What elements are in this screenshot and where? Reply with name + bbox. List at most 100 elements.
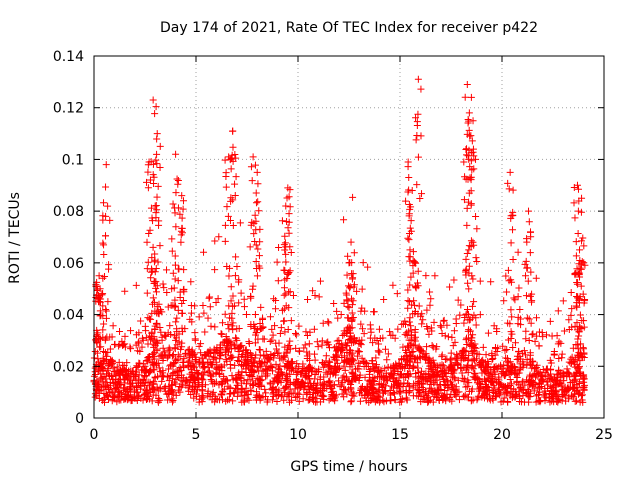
data-point [246,371,254,379]
data-point [463,130,471,138]
data-point [395,374,403,382]
data-point [197,349,205,357]
data-point [405,358,413,366]
data-point [565,325,573,333]
data-point [503,357,511,365]
data-point [394,325,402,333]
data-point [383,356,391,364]
data-point [418,190,426,198]
data-point [174,265,182,273]
data-point [280,352,288,360]
data-point [325,378,333,386]
data-point [444,333,452,341]
data-point [206,293,214,301]
data-point [568,305,576,313]
data-point [472,155,480,163]
data-point [376,373,384,381]
data-point [158,371,166,379]
data-point [309,287,317,295]
data-point [370,308,378,316]
data-point [285,341,293,349]
data-point [172,336,180,344]
data-point [256,346,264,354]
data-point [285,398,293,406]
data-point [255,345,263,353]
data-point [345,336,353,344]
data-point [510,294,518,302]
data-point [468,363,476,371]
data-point [182,381,190,389]
data-point [465,109,473,117]
data-point [226,216,234,224]
data-point [467,157,475,165]
data-point [253,362,261,370]
data-point [169,269,177,277]
data-point [178,214,186,222]
data-point [300,344,308,352]
data-point [430,318,438,326]
data-point [511,296,519,304]
data-point [127,376,135,384]
data-point [400,355,408,363]
data-point [303,331,311,339]
data-point [515,348,523,356]
data-point [406,314,414,322]
data-point [338,353,346,361]
data-point [229,127,237,135]
data-point [185,357,193,365]
data-point [341,385,349,393]
data-point [201,350,209,358]
data-point [535,391,543,399]
data-point [171,359,179,367]
data-point [372,354,380,362]
data-point [314,367,322,375]
data-point [572,302,580,310]
data-point [111,341,119,349]
data-point [424,378,432,386]
data-point [532,314,540,322]
data-point [290,389,298,397]
data-point [337,381,345,389]
data-point [473,258,481,266]
data-point [280,266,288,274]
data-point [212,369,220,377]
data-point [235,276,243,284]
data-point [170,284,178,292]
data-point [180,355,188,363]
data-point [493,347,501,355]
data-point [324,318,332,326]
data-point [576,246,584,254]
data-point [526,292,534,300]
data-point [426,288,434,296]
data-point [238,385,246,393]
data-point [396,362,404,370]
data-point [311,291,319,299]
data-point [518,349,526,357]
data-point [464,361,472,369]
data-point [238,379,246,387]
data-point [168,395,176,403]
data-point [580,383,588,391]
data-point [340,372,348,380]
data-point [573,279,581,287]
data-point [463,221,471,229]
data-point [446,283,454,291]
data-point [141,391,149,399]
data-point [333,337,341,345]
data-point [539,366,547,374]
data-point [460,158,468,166]
data-point [142,387,150,395]
data-point [358,354,366,362]
data-point [578,316,586,324]
data-point [457,364,465,372]
data-point [539,333,547,341]
data-point [575,363,583,371]
data-point [135,338,143,346]
data-point [568,378,576,386]
data-point [452,315,460,323]
data-point [269,367,277,375]
data-point [573,319,581,327]
data-point [450,373,458,381]
data-point [234,371,242,379]
data-point [503,388,511,396]
